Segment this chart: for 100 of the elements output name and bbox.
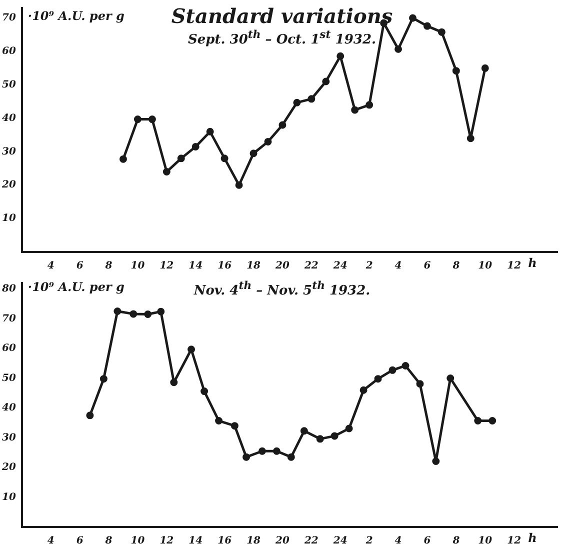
y-tick-label: 70 (2, 313, 16, 324)
point (388, 366, 396, 374)
point (148, 116, 156, 124)
x-tick-label: 6 (424, 260, 431, 272)
x-tick-label: 8 (452, 260, 460, 272)
point (446, 374, 454, 382)
point (130, 310, 138, 318)
point (474, 417, 482, 425)
point (278, 121, 286, 129)
point (242, 453, 250, 461)
x-tick-label: 20 (274, 260, 290, 272)
x-tick-label: 16 (218, 260, 232, 272)
y-tick-label: 10 (2, 213, 16, 224)
point (206, 128, 214, 136)
point (235, 181, 243, 189)
y-axis-title: ·10⁹ A.U. per g (28, 280, 124, 294)
point (192, 142, 200, 150)
point (144, 310, 152, 318)
x-tick-label: 8 (452, 536, 460, 547)
point (177, 154, 185, 162)
x-tick-label: 4 (47, 260, 54, 272)
x-tick-label: 2 (364, 260, 373, 272)
y-tick-label: 20 (0, 462, 16, 474)
x-tick-label: 12 (160, 260, 174, 272)
y-tick-label: 20 (0, 180, 16, 191)
x-tick-label: 4 (394, 536, 402, 547)
point (287, 453, 295, 461)
x-tick-label: 18 (246, 536, 261, 547)
x-tick-label: 18 (246, 260, 261, 272)
point (86, 412, 94, 420)
point (188, 346, 196, 354)
point (394, 45, 402, 53)
x-tick-label: 12 (507, 536, 522, 547)
y-tick-label: 10 (2, 492, 16, 503)
point (162, 168, 170, 176)
point (488, 417, 496, 425)
x-tick-label: 20 (274, 536, 290, 547)
point (100, 375, 108, 383)
y-tick-label: 70 (2, 12, 16, 24)
point (134, 116, 142, 124)
y-tick-label: 50 (2, 79, 16, 90)
chart-title: Standard variations (171, 4, 393, 28)
point (360, 386, 368, 394)
point (366, 101, 374, 109)
point (114, 308, 122, 316)
x-tick-label: 6 (424, 536, 431, 547)
point (432, 457, 440, 465)
x-tick-label: 10 (478, 536, 492, 547)
point (423, 22, 431, 30)
x-tick-label: 10 (130, 536, 145, 547)
y-tick-label: 30 (2, 146, 16, 158)
point (157, 308, 165, 316)
point (200, 388, 208, 396)
point (264, 138, 272, 146)
x-tick-label: 4 (47, 536, 54, 547)
y-tick-label: 40 (2, 402, 16, 414)
point (481, 64, 489, 72)
x-tick-label: 10 (478, 260, 492, 272)
point (438, 28, 446, 36)
x-tick-label: 2 (364, 536, 373, 547)
x-axis-title: h (528, 256, 537, 270)
x-tick-label: 24 (332, 260, 348, 272)
point (351, 106, 359, 114)
x-tick-label: 14 (188, 536, 203, 547)
x-tick-label: 16 (218, 536, 232, 547)
point (272, 447, 280, 455)
point (402, 362, 410, 370)
x-tick-label: 12 (507, 260, 522, 272)
point (220, 154, 228, 162)
point (409, 14, 416, 22)
point (300, 427, 308, 435)
y-tick-label: 60 (2, 46, 16, 58)
x-tick-label: 8 (104, 260, 112, 272)
point (258, 447, 266, 455)
point (452, 67, 460, 75)
x-tick-label: 10 (130, 260, 145, 272)
point (215, 417, 223, 425)
text: Sept. 30$^{th}$ – Oct. 1$^{st}$ 1932. (186, 28, 378, 48)
x-tick-label: 12 (160, 536, 174, 547)
x-tick-label: 6 (76, 260, 84, 272)
point (308, 95, 316, 103)
x-tick-label: 22 (303, 536, 318, 547)
point (466, 134, 474, 142)
point (316, 435, 324, 443)
point (293, 98, 301, 106)
point (230, 422, 238, 430)
x-tick-label: 24 (332, 536, 348, 547)
point (330, 432, 338, 440)
x-tick-label: 22 (303, 260, 318, 272)
point (374, 375, 382, 383)
chart-title: Nov. 4$^{th}$ – Nov. 5$^{th}$ 1932. (194, 279, 370, 298)
point (416, 380, 424, 388)
y-tick-label: 40 (2, 112, 16, 124)
x-tick-label: 14 (188, 260, 203, 272)
y-tick-label: 60 (2, 343, 16, 354)
point (345, 424, 353, 432)
point (250, 150, 258, 158)
x-axis-title: h (528, 531, 537, 545)
y-axis-title: ·10⁹ A.U. per g (28, 9, 124, 24)
x-tick-label: 6 (76, 536, 84, 547)
